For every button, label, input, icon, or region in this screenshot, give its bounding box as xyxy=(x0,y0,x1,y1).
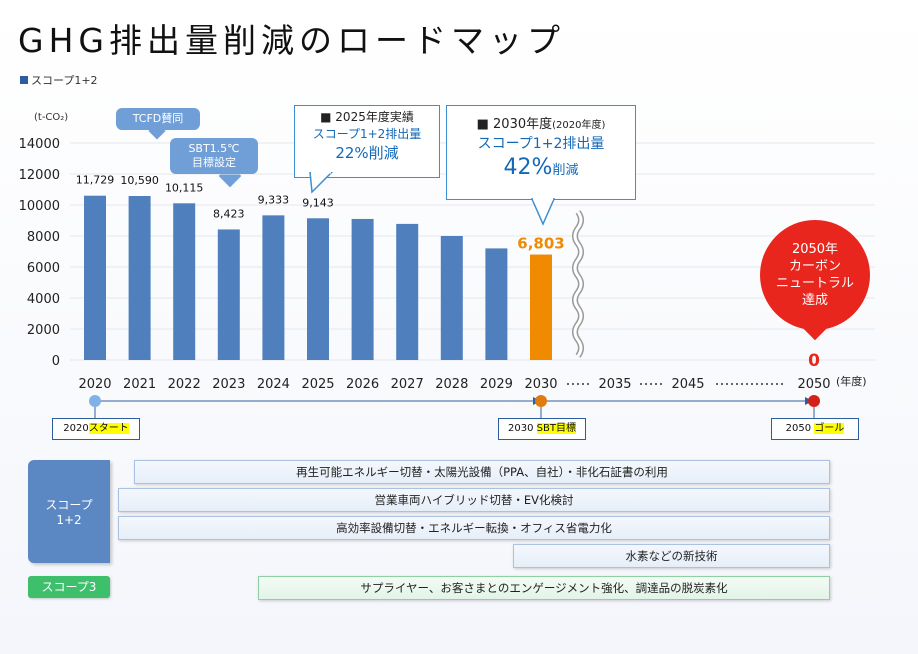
bar-2025 xyxy=(307,218,329,360)
target-2030-callout: ■ 2030年度(2020年度) スコープ1+2排出量 42%削減 xyxy=(446,105,636,200)
bar-2027 xyxy=(396,223,419,360)
y-tick-label: 4000 xyxy=(27,292,60,307)
sbt-label: SBT目標 xyxy=(536,423,576,434)
target-title: ■ 2030年度(2020年度) xyxy=(447,116,635,134)
x-tick-label: 2022 xyxy=(168,377,201,392)
data-label: 9,143 xyxy=(302,196,334,209)
bar-2029 xyxy=(485,248,508,360)
bar-2028 xyxy=(440,236,463,360)
legend-swatch xyxy=(20,76,28,84)
goal-label: ゴール xyxy=(814,423,845,434)
data-label: 6,803 xyxy=(517,235,564,253)
y-tick-label: 0 xyxy=(52,354,60,369)
target-percent-value: 42% xyxy=(503,155,553,180)
target-callout-pointer xyxy=(530,198,556,226)
target-percent: 42%削減 xyxy=(447,154,635,182)
measure-scope3: サプライヤー、お客さまとのエンゲージメント強化、調達品の脱炭素化 xyxy=(258,576,830,600)
milestone-sbt-tag: 2030 SBT目標 xyxy=(498,418,586,440)
data-label: 8,423 xyxy=(213,207,245,220)
bar-2021 xyxy=(128,196,151,360)
x-tick-label: 2029 xyxy=(480,377,513,392)
goal-year: 2050 xyxy=(785,423,812,434)
x-tick-label: 2028 xyxy=(435,377,468,392)
target-title-a: ■ 2030年度 xyxy=(476,117,553,132)
scope3-label: スコープ3 xyxy=(28,576,110,598)
data-label: 9,333 xyxy=(258,193,290,206)
actual-subtitle: スコープ1+2排出量 xyxy=(312,127,422,141)
goal-zero-label: 0 xyxy=(808,351,820,371)
scope12-label-2: 1+2 xyxy=(56,513,82,527)
x-tick-label: 2026 xyxy=(346,377,379,392)
milestone-goal-dot xyxy=(808,395,820,407)
y-tick-label: 6000 xyxy=(27,261,60,276)
actual-callout-pointer xyxy=(309,172,334,194)
bar-2024 xyxy=(262,215,285,360)
goal-2050-badge: 2050年 カーボン ニュートラル 達成 xyxy=(760,220,870,330)
y-unit-label: (t-CO₂) xyxy=(34,112,68,123)
scope12-label-1: スコープ xyxy=(45,498,93,512)
y-tick-label: 8000 xyxy=(27,230,60,245)
target-title-b: (2020年度) xyxy=(552,120,606,131)
actual-percent: 22%削減 xyxy=(335,144,399,162)
data-label: 10,590 xyxy=(120,174,159,187)
tcfd-text: TCFD賛同 xyxy=(132,112,184,125)
milestone-sbt-dot xyxy=(535,395,547,407)
measure-renewable: 再生可能エネルギー切替・太陽光設備（PPA、自社）・非化石証書の利用 xyxy=(134,460,830,484)
bar-2020 xyxy=(84,195,106,360)
sbt-text-1: SBT1.5℃ xyxy=(188,142,240,155)
tcfd-callout: TCFD賛同 xyxy=(116,108,200,140)
page-title: GHG排出量削減のロードマップ xyxy=(18,21,565,60)
milestone-start-dot xyxy=(89,395,101,407)
start-year: 2020 xyxy=(63,423,89,434)
x-suffix-label: (年度) xyxy=(836,374,867,388)
x-tick-label: 2024 xyxy=(257,377,290,392)
sbt-year: 2030 xyxy=(508,423,534,434)
bar-2026 xyxy=(351,218,374,360)
y-tick-label: 14000 xyxy=(19,137,60,152)
x-tick-label: 2030 xyxy=(524,377,557,392)
target-percent-unit: 削減 xyxy=(552,163,579,178)
x-tick-label: 2021 xyxy=(123,377,156,392)
measure-hydrogen: 水素などの新技術 xyxy=(513,544,830,568)
goal-text-2: カーボン xyxy=(788,259,841,274)
data-label: 11,729 xyxy=(76,174,115,187)
x-tick-label: 2050 xyxy=(797,377,830,392)
data-label: 10,115 xyxy=(165,181,204,194)
chart-legend: スコープ1+2 xyxy=(20,72,98,88)
goal-text-3: ニュートラル xyxy=(775,276,854,291)
actual-title: ■ 2025年度実績 xyxy=(320,110,414,124)
measure-efficiency: 高効率設備切替・エネルギー転換・オフィス省電力化 xyxy=(118,516,830,540)
legend-label: スコープ1+2 xyxy=(31,74,98,87)
bar-2023 xyxy=(217,229,240,360)
x-tick-label: 2023 xyxy=(212,377,245,392)
x-tick-label: 2020 xyxy=(78,377,111,392)
bar-2022 xyxy=(173,203,196,360)
y-tick-label: 10000 xyxy=(19,199,60,214)
measure-vehicles: 営業車両ハイブリッド切替・EV化検討 xyxy=(118,488,830,512)
x-tick-label: 2025 xyxy=(301,377,334,392)
x-tick-label: 2045 xyxy=(671,377,704,392)
target-subtitle: スコープ1+2排出量 xyxy=(477,136,605,152)
goal-text-4: 達成 xyxy=(801,293,828,308)
start-label: スタート xyxy=(88,423,129,434)
x-tick-label: 2035 xyxy=(598,377,631,392)
sbt-callout: SBT1.5℃ 目標設定 xyxy=(170,138,258,188)
scope12-label: スコープ 1+2 xyxy=(28,460,110,563)
y-tick-label: 2000 xyxy=(27,323,60,338)
x-tick-label: 2027 xyxy=(391,377,424,392)
actual-2025-callout: ■ 2025年度実績 スコープ1+2排出量 22%削減 xyxy=(294,105,440,178)
milestone-goal-tag: 2050 ゴール xyxy=(771,418,859,440)
sbt-text-2: 目標設定 xyxy=(192,156,236,169)
goal-text-1: 2050年 xyxy=(791,242,839,257)
milestone-start-tag: 2020スタート xyxy=(52,418,140,440)
bar-2030 xyxy=(530,254,552,360)
y-tick-label: 12000 xyxy=(19,168,60,183)
